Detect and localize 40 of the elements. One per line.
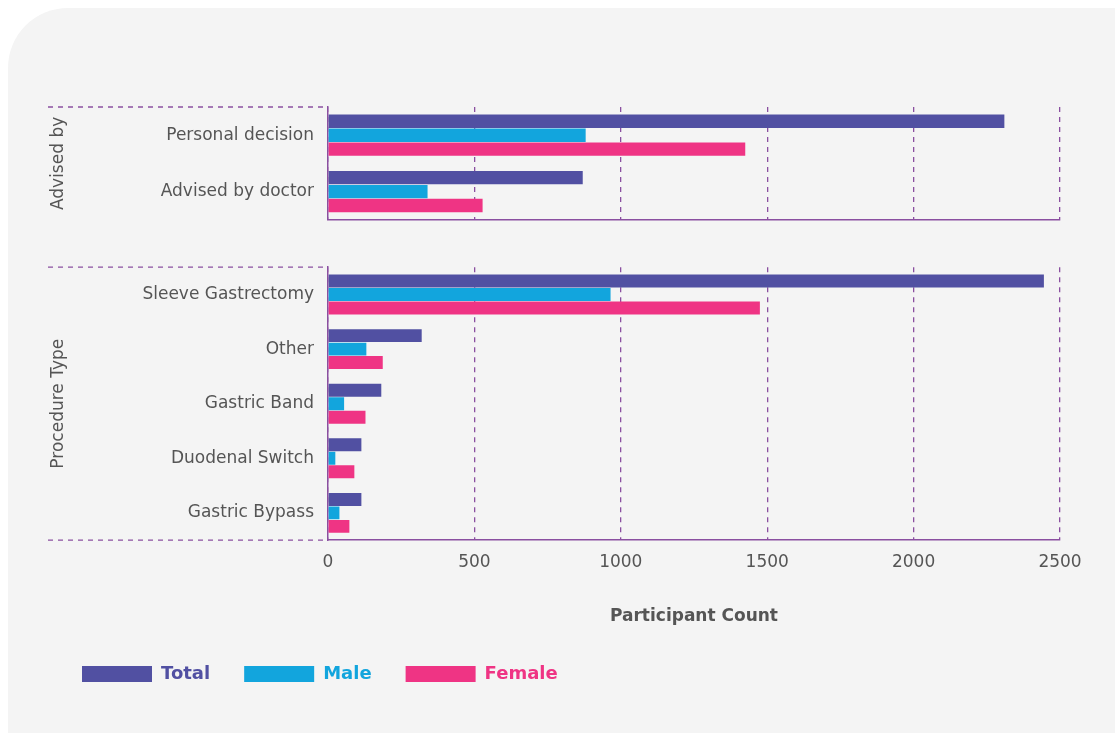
- bar: [328, 114, 1005, 128]
- bar: [328, 451, 336, 465]
- y-tick-label: Other: [265, 337, 314, 358]
- legend-label: Male: [323, 661, 372, 683]
- bar: [328, 356, 383, 370]
- bar: [328, 142, 746, 156]
- y-tick-label: Gastric Bypass: [187, 501, 315, 522]
- x-axis-title: Participant Count: [610, 605, 778, 626]
- legend-label: Total: [161, 661, 211, 683]
- bar: [328, 465, 355, 479]
- bar: [328, 492, 362, 506]
- x-tick-label: 500: [458, 550, 491, 571]
- bar: [328, 410, 366, 424]
- bar: [328, 184, 428, 199]
- y-tick-label: Gastric Band: [204, 392, 314, 413]
- x-tick-label: 1000: [599, 550, 643, 571]
- bar: [328, 438, 362, 452]
- y-axis-title: Advised by: [46, 116, 67, 211]
- bar: [328, 274, 1044, 288]
- y-axis-title: Procedure Type: [46, 338, 67, 469]
- x-tick-label: 1500: [745, 550, 789, 571]
- legend-label: Female: [484, 661, 558, 683]
- x-tick-label: 2000: [891, 550, 936, 571]
- bar: [328, 519, 350, 533]
- bar: [328, 301, 760, 315]
- bar: [328, 171, 583, 185]
- bar: [328, 342, 367, 356]
- bar: [328, 329, 422, 343]
- bar: [328, 288, 611, 301]
- y-tick-label: Advised by doctor: [160, 180, 315, 201]
- bar: [328, 198, 483, 213]
- bar: [328, 397, 345, 411]
- bar: [328, 128, 586, 142]
- y-tick-label: Personal decision: [166, 123, 314, 144]
- y-tick-label: Duodenal Switch: [170, 446, 314, 467]
- bar: [328, 383, 382, 397]
- bar: [328, 506, 340, 520]
- x-tick-label: 0: [322, 550, 334, 571]
- x-tick-label: 2500: [1038, 550, 1082, 571]
- y-tick-label: Sleeve Gastrectomy: [142, 282, 314, 303]
